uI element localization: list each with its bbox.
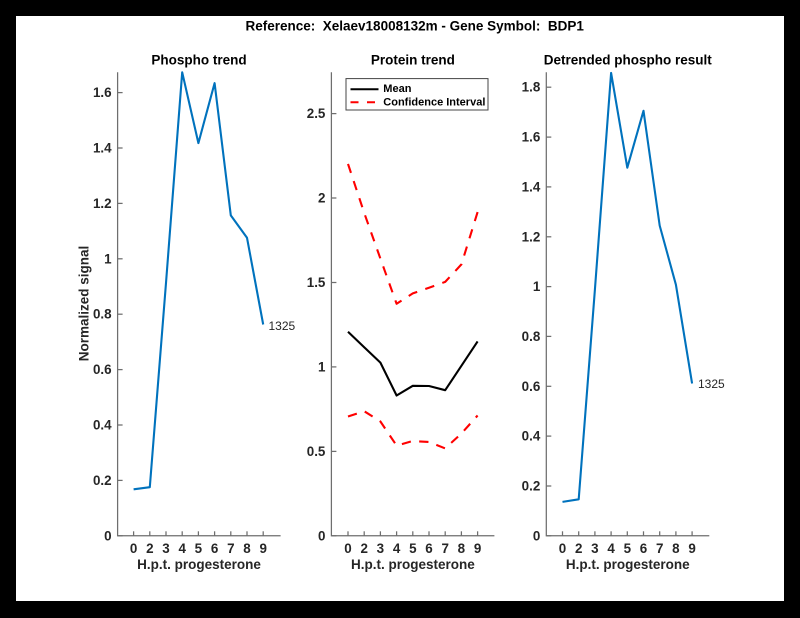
svg-text:1.4: 1.4 [93, 141, 112, 156]
svg-text:Detrended phospho result: Detrended phospho result [544, 52, 713, 67]
svg-text:8: 8 [243, 541, 251, 556]
svg-text:5: 5 [624, 541, 632, 556]
svg-text:0.2: 0.2 [522, 479, 541, 494]
svg-text:Protein trend: Protein trend [371, 52, 455, 67]
svg-text:0: 0 [344, 541, 351, 556]
svg-text:5: 5 [195, 541, 203, 556]
svg-text:Mean: Mean [383, 83, 411, 95]
svg-text:0.8: 0.8 [522, 329, 541, 344]
svg-text:2: 2 [318, 191, 325, 206]
svg-text:7: 7 [227, 541, 234, 556]
svg-text:9: 9 [688, 541, 695, 556]
svg-text:0.6: 0.6 [522, 379, 541, 394]
svg-text:H.p.t. progesterone: H.p.t. progesterone [566, 557, 690, 572]
svg-text:6: 6 [425, 541, 432, 556]
svg-text:1: 1 [318, 359, 326, 374]
svg-text:0.2: 0.2 [93, 473, 112, 488]
svg-text:2: 2 [146, 541, 153, 556]
svg-text:3: 3 [162, 541, 169, 556]
svg-text:1.4: 1.4 [522, 179, 541, 194]
svg-text:1: 1 [104, 251, 112, 266]
svg-text:H.p.t. progesterone: H.p.t. progesterone [137, 557, 261, 572]
svg-text:1.6: 1.6 [93, 85, 112, 100]
svg-text:1.2: 1.2 [522, 229, 541, 244]
svg-text:0: 0 [559, 541, 566, 556]
svg-text:1.6: 1.6 [522, 130, 541, 145]
svg-text:0.5: 0.5 [307, 444, 326, 459]
svg-text:Reference: Xelaev18008132m -: Reference: Xelaev18008132m - Gene Symbol… [245, 19, 584, 34]
svg-text:0.4: 0.4 [93, 418, 112, 433]
svg-text:6: 6 [211, 541, 218, 556]
svg-text:8: 8 [672, 541, 680, 556]
svg-text:5: 5 [409, 541, 417, 556]
svg-text:1325: 1325 [698, 377, 725, 391]
svg-text:1.5: 1.5 [307, 275, 326, 290]
svg-text:2: 2 [360, 541, 367, 556]
svg-text:1: 1 [533, 279, 541, 294]
svg-text:4: 4 [607, 541, 615, 556]
svg-text:9: 9 [474, 541, 481, 556]
svg-text:6: 6 [640, 541, 647, 556]
svg-text:Normalized signal: Normalized signal [77, 246, 92, 362]
svg-text:4: 4 [178, 541, 186, 556]
svg-text:2: 2 [575, 541, 582, 556]
svg-text:Confidence Interval: Confidence Interval [383, 96, 485, 108]
svg-text:1325: 1325 [269, 319, 296, 333]
svg-text:2.5: 2.5 [307, 106, 326, 121]
svg-text:0.6: 0.6 [93, 362, 112, 377]
svg-text:0.8: 0.8 [93, 307, 112, 322]
svg-text:9: 9 [259, 541, 266, 556]
svg-text:4: 4 [393, 541, 401, 556]
svg-text:8: 8 [458, 541, 466, 556]
svg-text:7: 7 [441, 541, 448, 556]
svg-text:H.p.t. progesterone: H.p.t. progesterone [351, 557, 475, 572]
svg-text:3: 3 [377, 541, 384, 556]
svg-text:0: 0 [533, 528, 540, 543]
svg-text:0: 0 [130, 541, 137, 556]
svg-text:0: 0 [104, 528, 111, 543]
svg-text:0.4: 0.4 [522, 429, 541, 444]
svg-text:Phospho trend: Phospho trend [151, 52, 246, 67]
svg-text:7: 7 [656, 541, 663, 556]
svg-text:1.8: 1.8 [522, 80, 541, 95]
svg-text:1.2: 1.2 [93, 196, 112, 211]
svg-text:3: 3 [591, 541, 598, 556]
svg-text:0: 0 [318, 528, 325, 543]
